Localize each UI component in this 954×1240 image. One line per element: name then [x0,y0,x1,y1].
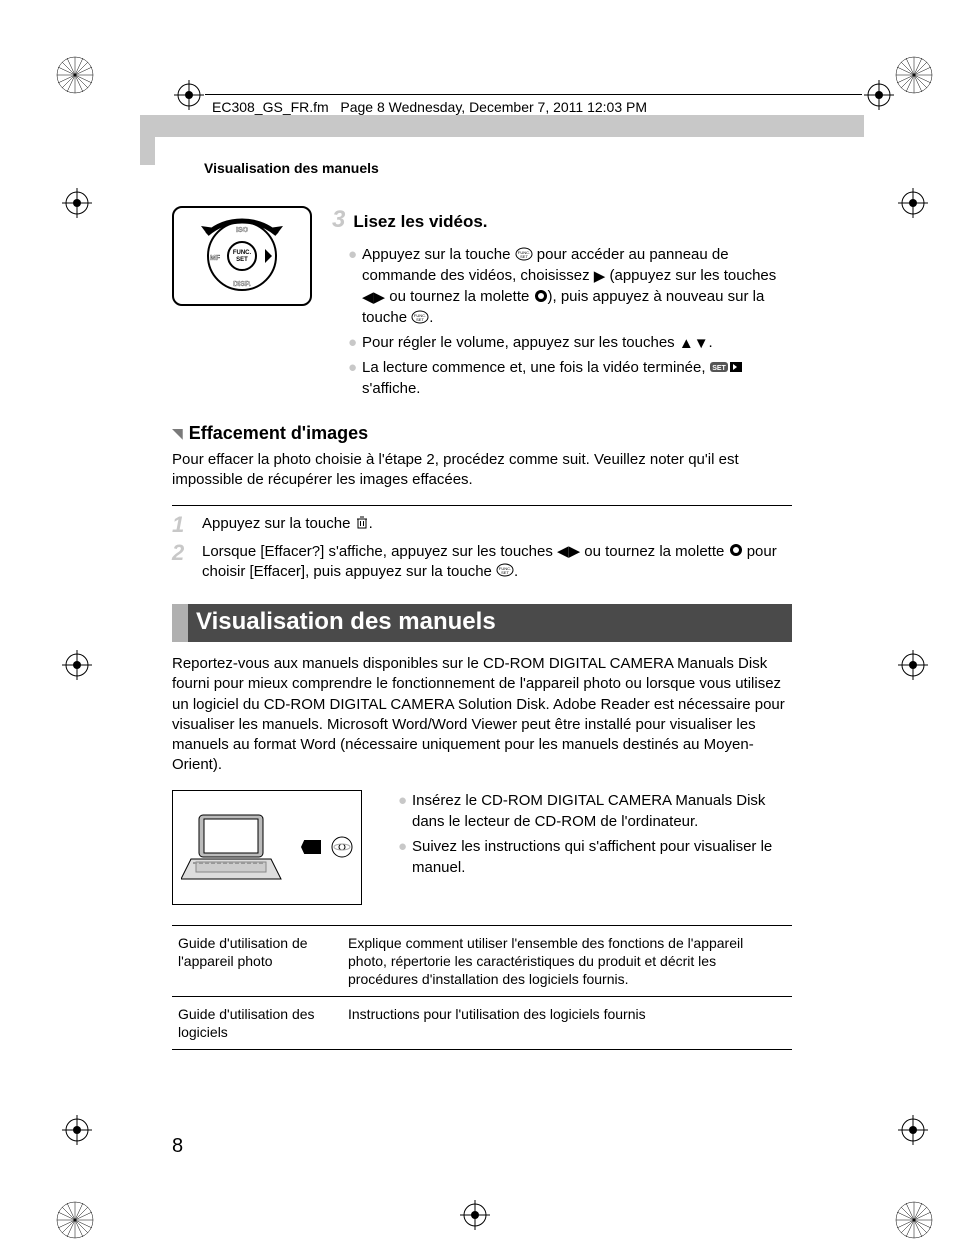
erase-paragraph: Pour effacer la photo choisie à l'étape … [172,450,792,491]
step-number: 3 [332,206,345,234]
section-title-bar: Visualisation des manuels [172,604,792,642]
running-header: Visualisation des manuels [204,160,792,176]
rule [172,505,792,506]
table-cell: Guide d'utilisation des logiciels [172,997,342,1050]
svg-text:FUNC.: FUNC. [233,250,252,256]
svg-text:SET: SET [416,317,424,322]
func-set-icon: FUNC.SET [515,247,533,264]
control-dial-illustration: FUNC. SET ISO DISP. MF [172,206,312,306]
set-movie-icon: SET [710,360,744,377]
svg-text:SET: SET [520,254,528,259]
bullet-item: Suivez les instructions qui s'affichent … [398,836,792,878]
register-mark-icon [174,80,204,114]
laptop-illustration [172,790,362,905]
register-mark-icon [460,1200,490,1230]
arrow-icon: ◥ [172,425,183,442]
register-mark-icon [898,1115,928,1145]
list-item: 1 Appuyez sur la touche . [172,514,792,536]
register-mark-icon [62,188,92,218]
bullet-item: Pour régler le volume, appuyez sur les t… [348,332,792,353]
cd-row: Insérez le CD-ROM DIGITAL CAMERA Manuals… [172,790,792,905]
section-paragraph: Reportez-vous aux manuels disponibles su… [172,654,792,776]
header-pageinfo: Page 8 Wednesday, December 7, 2011 12:03… [340,99,647,115]
up-down-icon: ▲▼ [679,336,709,351]
header-rule [205,94,862,95]
register-mark-icon [62,650,92,680]
gray-bar [140,115,864,137]
register-mark-icon [898,650,928,680]
bullet-item: Appuyez sur la touche FUNC.SET pour accé… [348,244,792,328]
list-item: 2 Lorsque [Effacer?] s'affiche, appuyez … [172,542,792,583]
table-row: Guide d'utilisation de l'appareil photo … [172,925,792,997]
page-number: 8 [172,1135,183,1158]
svg-text:DISP.: DISP. [233,281,250,288]
table-row: Guide d'utilisation des logiciels Instru… [172,997,792,1050]
dial-icon [729,543,743,560]
guide-table: Guide d'utilisation de l'appareil photo … [172,925,792,1051]
svg-text:ISO: ISO [236,227,249,234]
header-text: EC308_GS_FR.fm Page 8 Wednesday, Decembe… [212,99,647,115]
svg-text:SET: SET [712,365,726,372]
erase-subsection: ◥ Effacement d'images Pour effacer la ph… [172,423,792,582]
bullet-item: Insérez le CD-ROM DIGITAL CAMERA Manuals… [398,790,792,832]
svg-text:SET: SET [236,257,248,263]
table-cell: Instructions pour l'utilisation des logi… [342,997,792,1050]
play-icon: ▶ [594,269,606,284]
bullet-item: La lecture commence et, une fois la vidé… [348,357,792,399]
cd-bullets: Insérez le CD-ROM DIGITAL CAMERA Manuals… [382,790,792,878]
left-right-icon: ◀▶ [557,544,580,559]
func-set-icon: FUNC.SET [411,310,429,327]
crop-mark-icon [894,1200,934,1240]
step-3-row: FUNC. SET ISO DISP. MF 3 Lisez les vidéo… [172,206,792,403]
left-right-icon: ◀▶ [362,290,385,305]
subsection-title: Effacement d'images [189,423,368,444]
register-mark-icon [898,188,928,218]
table-cell: Explique comment utiliser l'ensemble des… [342,925,792,997]
table-cell: Guide d'utilisation de l'appareil photo [172,925,342,997]
crop-mark-icon [55,1200,95,1240]
crop-mark-icon [894,55,934,95]
gray-tab [140,115,155,165]
register-mark-icon [864,80,894,114]
section-title: Visualisation des manuels [182,608,496,635]
func-set-icon: FUNC.SET [496,563,514,580]
step-bullets: Appuyez sur la touche FUNC.SET pour accé… [332,244,792,399]
step-title: Lisez les vidéos. [353,212,487,232]
svg-text:SET: SET [501,570,509,575]
step-num-icon: 1 [172,514,192,536]
header-filename: EC308_GS_FR.fm [212,99,329,115]
erase-steps: 1 Appuyez sur la touche . 2 Lorsque [Eff… [172,514,792,583]
dial-icon [534,289,548,306]
crop-mark-icon [55,55,95,95]
trash-icon [355,515,369,532]
svg-text:MF: MF [210,255,221,262]
step-num-icon: 2 [172,542,192,583]
register-mark-icon [62,1115,92,1145]
